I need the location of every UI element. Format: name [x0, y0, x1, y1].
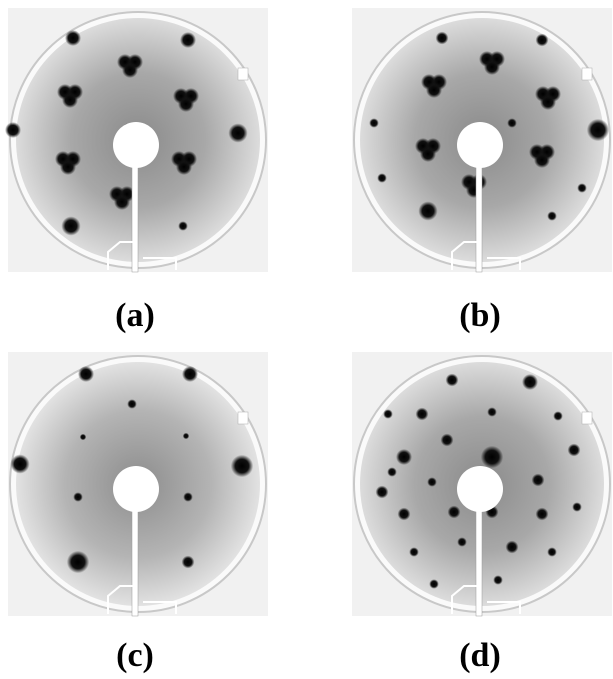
diffraction-spot: [80, 434, 86, 440]
diffraction-spot: [180, 32, 196, 48]
figure: (a) (b) (c) (d): [0, 0, 613, 679]
diffraction-spot: [441, 434, 454, 447]
diffraction-spot: [540, 94, 556, 110]
diffraction-spot: [62, 92, 78, 108]
diffraction-spot: [114, 194, 130, 210]
leed-panel: [352, 8, 612, 272]
diffraction-spot: [60, 159, 76, 175]
diffraction-spot: [568, 444, 581, 457]
diffraction-spot: [376, 486, 389, 499]
diffraction-spot: [457, 537, 467, 547]
diffraction-spot: [507, 118, 517, 128]
diffraction-spot: [484, 59, 500, 75]
diffraction-spot: [427, 477, 437, 487]
diffraction-spot: [416, 408, 429, 421]
diffraction-spot: [577, 183, 587, 193]
gun-shadow: [113, 466, 159, 512]
rim-clip: [238, 412, 248, 424]
diffraction-spot: [231, 455, 253, 477]
diffraction-spot: [553, 411, 563, 421]
diffraction-spot: [448, 506, 461, 519]
diffraction-spot: [487, 407, 497, 417]
diffraction-spot: [522, 374, 538, 390]
diffraction-spot: [178, 96, 194, 112]
panel-label: (a): [115, 297, 155, 334]
gun-shadow: [457, 466, 503, 512]
gun-shadow: [113, 122, 159, 168]
diffraction-spot: [446, 374, 459, 387]
diffraction-spot: [429, 579, 439, 589]
diffraction-spot: [127, 399, 137, 409]
diffraction-spot: [182, 366, 198, 382]
rim-clip: [238, 68, 248, 80]
diffraction-spot: [409, 547, 419, 557]
diffraction-spot: [547, 211, 557, 221]
diffraction-spot: [5, 122, 21, 138]
diffraction-spot: [536, 508, 549, 521]
diffraction-spot: [369, 118, 379, 128]
panel-label: (c): [116, 637, 154, 674]
gun-shadow: [457, 122, 503, 168]
diffraction-spot: [532, 474, 545, 487]
diffraction-spot: [10, 454, 29, 473]
diffraction-spot: [387, 467, 397, 477]
diffraction-spot: [67, 551, 89, 573]
diffraction-spot: [536, 34, 549, 47]
diffraction-spot: [122, 62, 138, 78]
panel-label: (b): [459, 297, 501, 334]
diffraction-spot: [572, 502, 582, 512]
diffraction-spot: [65, 30, 81, 46]
diffraction-spot: [506, 541, 519, 554]
diffraction-spot: [383, 409, 393, 419]
diffraction-spot: [481, 446, 503, 468]
diffraction-spot: [182, 556, 195, 569]
diffraction-spot: [547, 547, 557, 557]
diffraction-spot: [426, 82, 442, 98]
leed-panel: [8, 352, 268, 616]
leed-panel: [352, 352, 612, 616]
panel-label: (d): [459, 637, 501, 674]
diffraction-spot: [228, 123, 247, 142]
diffraction-spot: [436, 32, 449, 45]
rim-clip: [582, 68, 592, 80]
diffraction-spot: [396, 449, 412, 465]
diffraction-spot: [73, 492, 83, 502]
diffraction-spot: [61, 216, 80, 235]
rim-clip: [582, 412, 592, 424]
diffraction-spot: [78, 366, 94, 382]
diffraction-spot: [183, 492, 193, 502]
diffraction-spot: [398, 508, 411, 521]
diffraction-spot: [493, 575, 503, 585]
diffraction-spot: [377, 173, 387, 183]
diffraction-spot: [420, 146, 436, 162]
leed-panel: [5, 8, 268, 272]
diffraction-spot: [418, 201, 437, 220]
diffraction-spot: [534, 152, 550, 168]
diffraction-spot: [178, 221, 188, 231]
diffraction-spot: [587, 119, 609, 141]
diffraction-spot: [183, 433, 189, 439]
diffraction-spot: [176, 159, 192, 175]
